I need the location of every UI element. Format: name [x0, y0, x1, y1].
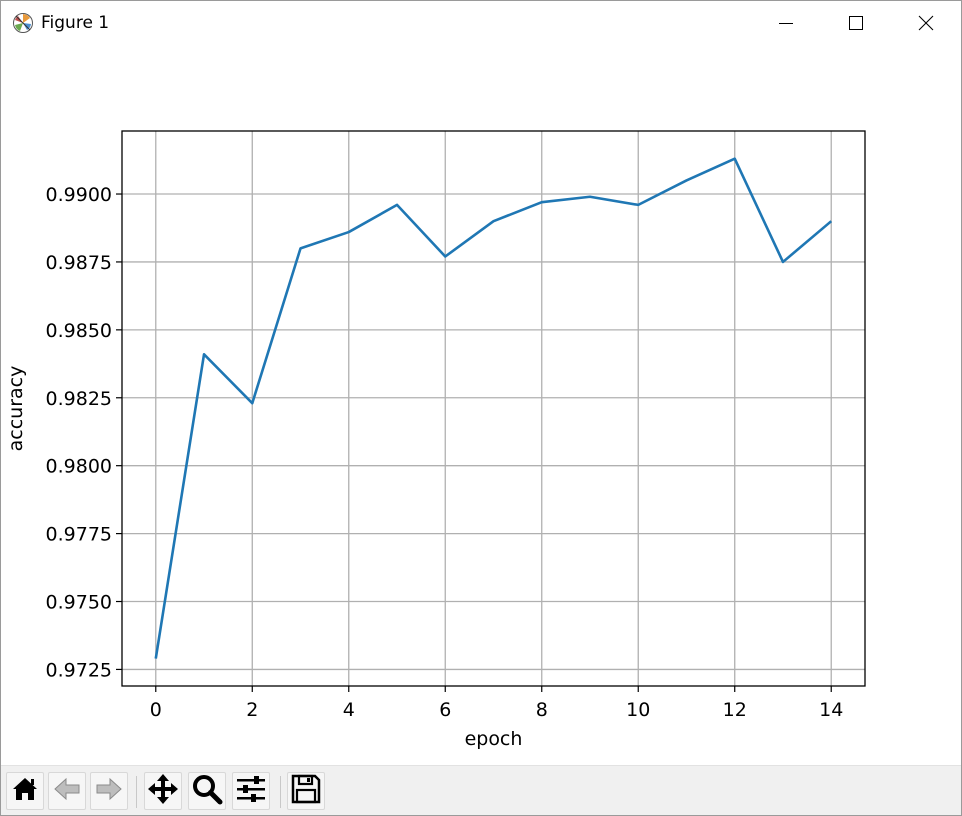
- back-button[interactable]: [48, 772, 86, 810]
- line-chart: 0 2 4 6 8 10 12 14 0.9725 0.9750 0.9775 0.9800 0.982…: [5, 130, 866, 750]
- magnifier-icon: [191, 773, 223, 809]
- figure-canvas[interactable]: 0 2 4 6 8 10 12 14 0.9725 0.9750 0.9775 0.9800 0.982…: [1, 45, 961, 765]
- x-tick-label: 6: [439, 699, 451, 721]
- data-series: [154, 157, 833, 659]
- x-tick-label: 4: [343, 699, 355, 721]
- title-bar[interactable]: Figure 1: [1, 1, 961, 45]
- pan-button[interactable]: [144, 772, 182, 810]
- navigation-toolbar: [1, 765, 961, 815]
- minimize-button[interactable]: [751, 1, 821, 45]
- arrow-left-icon: [52, 774, 82, 808]
- forward-button[interactable]: [90, 772, 128, 810]
- matplotlib-icon: [12, 12, 34, 34]
- x-tick-label: 10: [626, 699, 650, 721]
- grid: [122, 131, 865, 686]
- maximize-button[interactable]: [821, 1, 891, 45]
- series-line: [154, 157, 833, 659]
- y-tick-label: 0.9850: [46, 320, 112, 342]
- x-tick-label: 12: [723, 699, 747, 721]
- y-tick-label: 0.9725: [46, 659, 112, 681]
- minimize-icon: [778, 15, 794, 31]
- y-tick-label: 0.9775: [46, 524, 112, 546]
- y-tick-label: 0.9750: [46, 592, 112, 614]
- home-button[interactable]: [6, 772, 44, 810]
- move-icon: [147, 773, 179, 809]
- save-button[interactable]: [287, 772, 325, 810]
- x-axis-label: epoch: [465, 728, 523, 750]
- maximize-icon: [848, 15, 864, 31]
- zoom-button[interactable]: [188, 772, 226, 810]
- x-tick-label: 2: [246, 699, 258, 721]
- arrow-right-icon: [94, 774, 124, 808]
- y-tick-label: 0.9800: [46, 456, 112, 478]
- toolbar-separator: [136, 776, 137, 808]
- toolbar-separator: [280, 776, 281, 808]
- sliders-icon: [235, 773, 267, 809]
- window-title: Figure 1: [41, 13, 110, 33]
- x-tick-label: 14: [819, 699, 843, 721]
- close-icon: [918, 15, 934, 31]
- close-button[interactable]: [891, 1, 961, 45]
- y-tick-label: 0.9875: [46, 252, 112, 274]
- x-tick-label: 8: [536, 699, 548, 721]
- y-axis-label: accuracy: [5, 366, 27, 452]
- y-tick-label: 0.9825: [46, 388, 112, 410]
- configure-subplots-button[interactable]: [232, 772, 270, 810]
- home-icon: [10, 774, 40, 808]
- floppy-disk-icon: [290, 773, 322, 809]
- y-tick-label: 0.9900: [46, 184, 112, 206]
- axes-frame: [121, 130, 866, 687]
- ticks: 0 2 4 6 8 10 12 14 0.9725 0.9750 0.9775 0.9800 0.982…: [46, 184, 844, 721]
- x-tick-label: 0: [150, 699, 162, 721]
